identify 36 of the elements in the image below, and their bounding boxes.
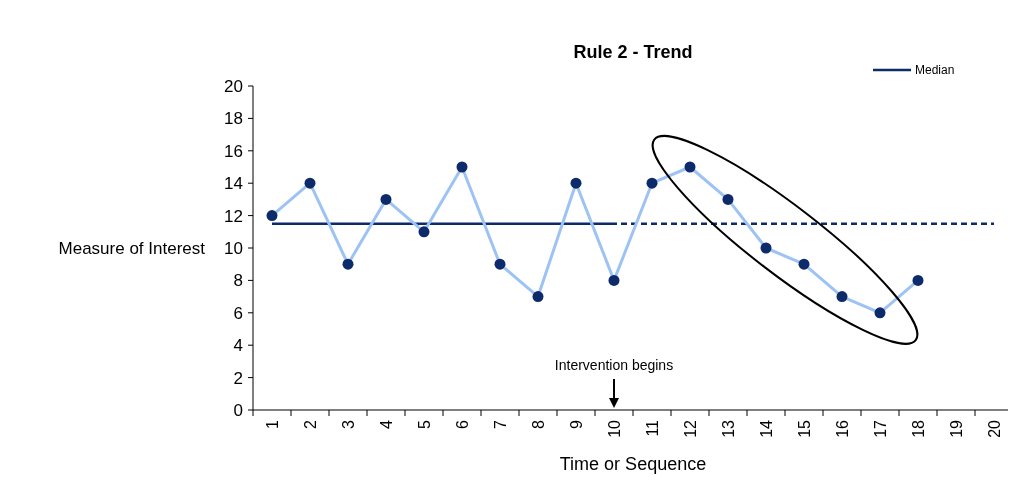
x-tick-label: 3 [339, 419, 357, 429]
y-tick-label: 18 [224, 109, 243, 129]
x-tick-label: 7 [491, 419, 509, 429]
x-tick-label: 20 [985, 419, 1003, 438]
x-axis-title: Time or Sequence [559, 454, 707, 474]
x-tick-label: 9 [567, 419, 585, 429]
x-tick-label: 16 [833, 419, 851, 438]
x-tick-label: 2 [301, 419, 319, 429]
x-tick-label: 6 [453, 419, 471, 429]
y-tick-label: 14 [224, 174, 243, 194]
x-tick-label: 8 [529, 419, 547, 429]
y-tick-label: 6 [233, 303, 243, 323]
x-tick-label: 13 [719, 419, 737, 438]
y-tick-label: 8 [233, 271, 243, 291]
x-tick-label: 17 [871, 419, 889, 438]
y-tick-label: 2 [233, 368, 243, 388]
y-tick-label: 0 [233, 400, 243, 420]
x-tick-label: 14 [757, 419, 775, 438]
x-tick-label: 10 [605, 419, 623, 438]
y-tick-label: 12 [224, 206, 243, 226]
chart-title: Rule 2 - Trend [573, 42, 693, 62]
x-tick-label: 1 [263, 419, 281, 429]
x-tick-label: 5 [415, 419, 433, 429]
annotation: Intervention begins [554, 357, 674, 373]
y-tick-label: 10 [224, 238, 243, 258]
y-tick-label: 4 [233, 336, 243, 356]
y-tick-label: 20 [224, 76, 243, 96]
x-tick-label: 15 [795, 419, 813, 438]
x-tick-label: 4 [377, 419, 395, 429]
x-tick-label: 12 [681, 419, 699, 438]
x-tick-label: 11 [643, 419, 661, 437]
x-tick-label: 19 [947, 419, 965, 438]
x-tick-label: 18 [909, 419, 927, 438]
y-axis-title: Measure of Interest [58, 238, 206, 258]
legend-label: Median [915, 63, 955, 78]
y-tick-label: 16 [224, 141, 243, 161]
